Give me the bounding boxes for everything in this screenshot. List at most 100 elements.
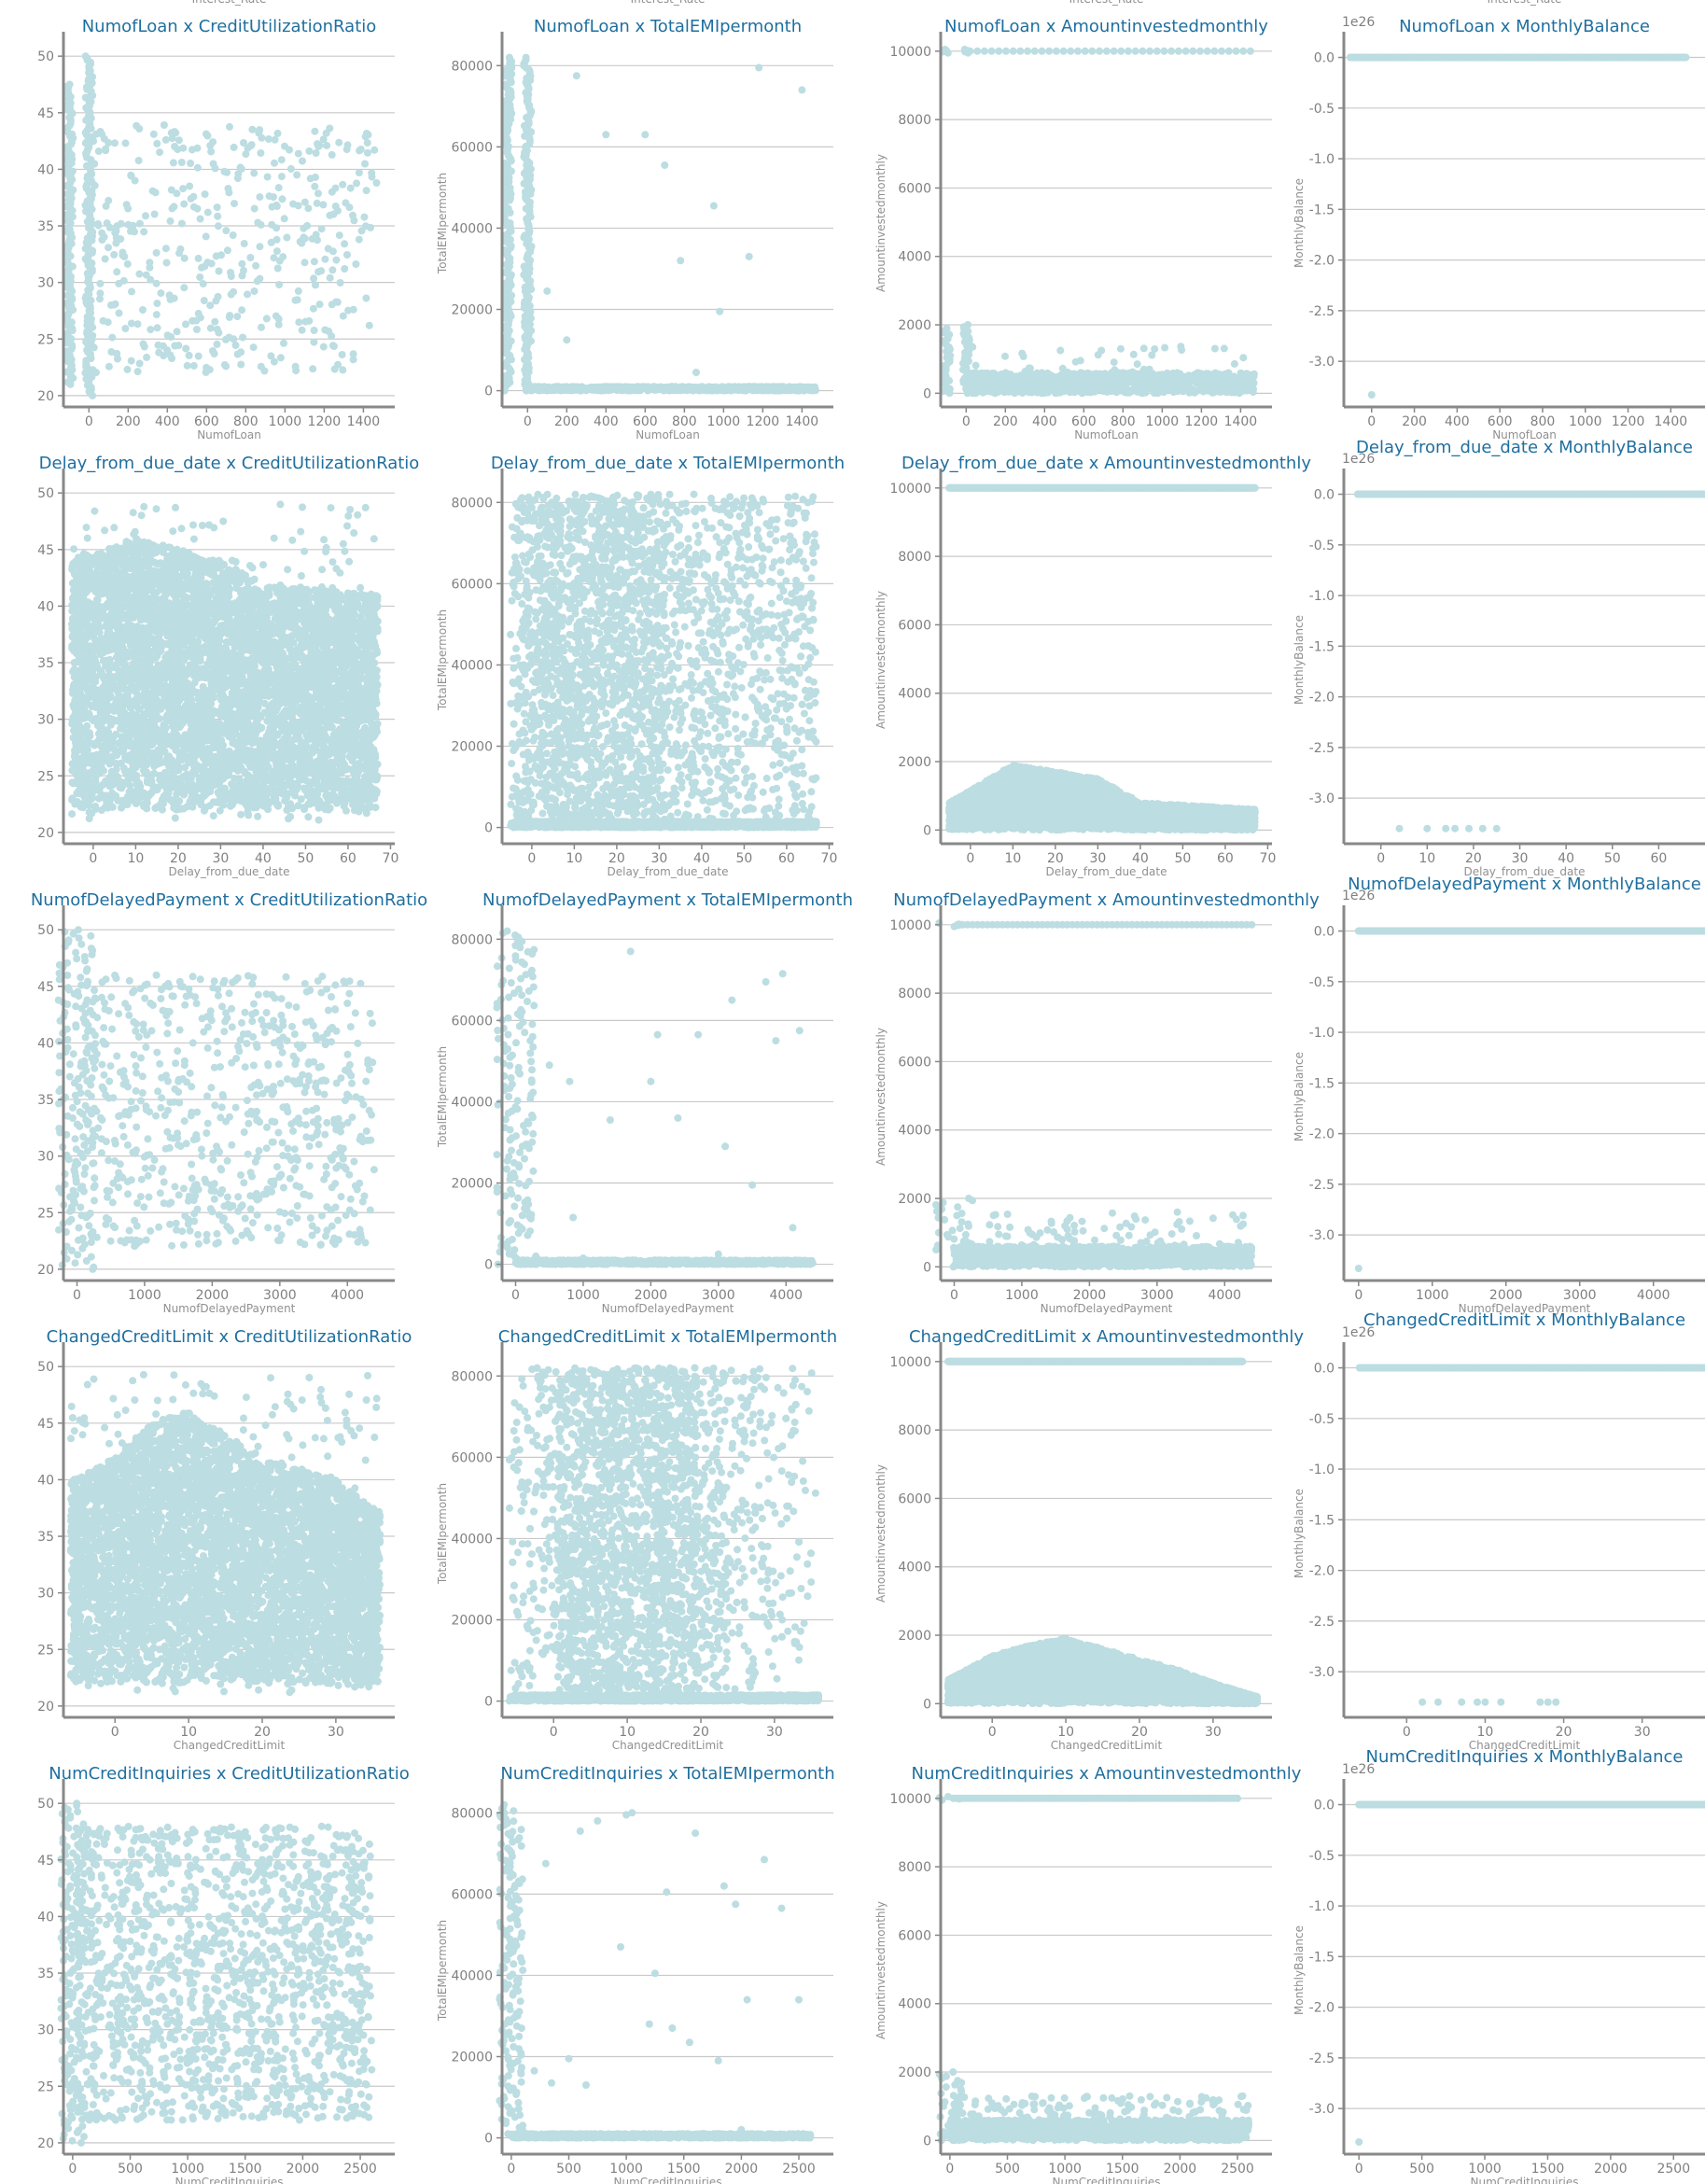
previous-row-xlabel: Interest_Rate [1488,0,1562,6]
data-point [318,225,326,232]
data-point [122,139,130,147]
data-point [162,136,170,144]
data-point [335,139,342,147]
data-point [124,366,132,373]
data-point [82,52,90,60]
data-point [186,183,193,190]
y-tick-label: 20000 [451,303,493,318]
data-point [254,277,261,285]
data-point [314,200,321,207]
data-point [226,314,233,321]
data-point [314,140,321,147]
data-point [590,384,597,391]
data-point [182,345,189,353]
chart-title: NumofLoan x TotalEMIpermonth [534,17,802,36]
data-point [244,290,251,298]
x-tick-label: 600 [633,414,658,429]
data-point [334,361,342,369]
data-point [269,203,276,211]
data-point [108,334,116,342]
data-point [149,188,157,195]
data-point [283,234,290,242]
data-point [798,86,805,93]
data-point [178,220,186,228]
x-tick-label: 1000 [269,414,302,429]
data-point [255,129,262,136]
data-point [312,281,319,288]
data-point [350,350,357,357]
data-point [277,354,285,361]
data-point [303,222,311,230]
data-point [266,192,273,200]
data-point [780,384,788,391]
data-point [150,131,158,138]
y-tick-label: 40000 [451,221,493,236]
data-point [207,325,215,332]
data-point [124,205,132,213]
y-tick-label: 45 [37,106,54,121]
data-point [328,189,336,196]
data-point [309,365,316,372]
data-point [203,369,210,376]
data-point [692,385,699,392]
x-tick-label: 800 [233,414,259,429]
data-point [153,280,161,287]
data-point [759,385,766,392]
data-point [171,343,178,350]
x-axis-label: NumofLoan [636,428,700,441]
data-point [301,259,309,266]
data-point [166,351,174,358]
data-point [281,215,288,222]
data-point [194,164,202,172]
data-point [113,268,120,275]
data-point [120,277,128,285]
data-point [344,141,352,148]
data-point [710,203,718,210]
data-point [238,306,245,314]
data-point [362,133,370,140]
data-point [114,356,121,363]
data-point [216,268,223,275]
data-point [175,249,183,257]
data-point [224,246,231,254]
data-point [677,257,684,264]
data-point [91,161,98,168]
chart-title: NumofLoan x CreditUtilizationRatio [82,17,377,36]
data-point [230,231,237,239]
data-point [311,327,318,334]
data-point [195,310,203,317]
data-point [195,255,203,262]
y-axis-label: TotalEMIpermonth [436,173,449,274]
data-point [238,260,245,268]
data-point [193,326,201,333]
data-point [352,260,359,268]
data-point [363,187,370,194]
data-point [271,160,278,167]
data-point [204,209,212,217]
data-point [321,256,328,263]
data-point [792,386,800,394]
data-point [168,187,175,194]
scatter-panel: 02000400060008000100000 200 400 600 800 1000 1… [874,17,1272,441]
data-point [215,329,222,337]
data-point [202,190,209,198]
data-point [118,220,125,228]
data-point [154,324,161,331]
data-point [111,139,119,147]
data-point [130,222,137,230]
data-point [548,385,555,393]
data-point [641,131,649,138]
data-point [311,183,318,190]
data-point [222,227,230,234]
data-point [95,147,103,155]
data-point [273,224,280,231]
scatter-panel: 0200004000060000800000 200 400 600 800 1000 12… [436,17,833,441]
data-point [525,386,533,394]
data-point [233,313,241,320]
data-point [214,341,221,348]
data-point [295,287,302,295]
data-point [189,317,196,325]
data-point [215,222,222,230]
